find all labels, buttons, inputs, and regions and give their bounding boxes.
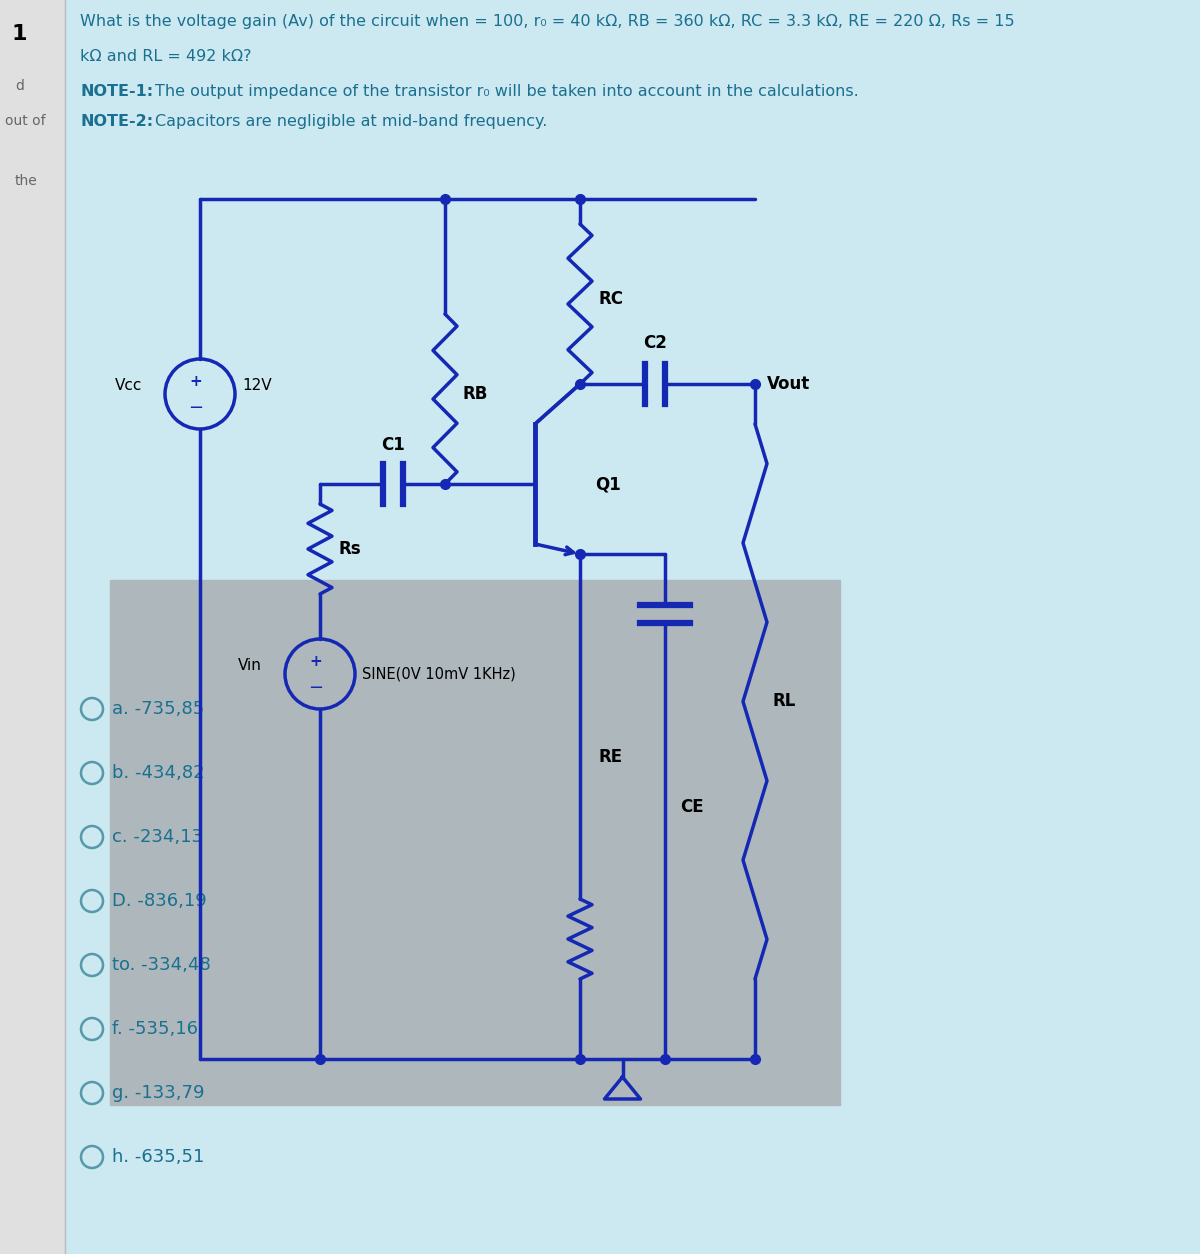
Text: Vout: Vout — [767, 375, 810, 393]
Text: 12V: 12V — [242, 379, 271, 394]
Text: c. -234,13: c. -234,13 — [112, 828, 203, 846]
Text: The output impedance of the transistor r₀ will be taken into account in the calc: The output impedance of the transistor r… — [155, 84, 859, 99]
Text: b. -434,82: b. -434,82 — [112, 764, 205, 782]
Text: g. -133,79: g. -133,79 — [112, 1083, 204, 1102]
Text: CE: CE — [680, 798, 703, 815]
Text: D. -836,19: D. -836,19 — [112, 892, 206, 910]
Text: Capacitors are negligible at mid-band frequency.: Capacitors are negligible at mid-band fr… — [155, 114, 547, 129]
Text: NOTE-1:: NOTE-1: — [80, 84, 154, 99]
Text: RC: RC — [598, 290, 623, 308]
Text: RB: RB — [463, 385, 488, 403]
Text: RL: RL — [773, 692, 797, 711]
Text: Vin: Vin — [238, 658, 262, 673]
Text: +: + — [310, 655, 323, 670]
Text: −: − — [188, 399, 204, 418]
Text: SINE(0V 10mV 1KHz): SINE(0V 10mV 1KHz) — [362, 666, 516, 681]
Text: −: − — [308, 678, 324, 697]
Text: Vcc: Vcc — [115, 379, 142, 394]
Text: the: the — [14, 174, 37, 188]
Text: f. -535,16: f. -535,16 — [112, 1020, 198, 1038]
Text: Q1: Q1 — [595, 475, 620, 493]
Text: C2: C2 — [643, 334, 667, 352]
Text: to. -334,48: to. -334,48 — [112, 956, 211, 974]
Text: NOTE-2:: NOTE-2: — [80, 114, 154, 129]
Text: RE: RE — [598, 747, 622, 765]
Text: a. -735,85: a. -735,85 — [112, 700, 204, 719]
Bar — [0, 0, 65, 1254]
Text: +: + — [190, 375, 203, 390]
Text: C1: C1 — [380, 436, 404, 454]
Text: 1: 1 — [12, 24, 28, 44]
Text: kΩ and RL = 492 kΩ?: kΩ and RL = 492 kΩ? — [80, 49, 252, 64]
Bar — [110, 581, 840, 1105]
Text: out of: out of — [5, 114, 46, 128]
Text: Rs: Rs — [338, 540, 361, 558]
Text: h. -635,51: h. -635,51 — [112, 1147, 204, 1166]
Text: d: d — [14, 79, 24, 93]
Text: What is the voltage gain (Av) of the circuit when = 100, r₀ = 40 kΩ, RB = 360 kΩ: What is the voltage gain (Av) of the cir… — [80, 14, 1015, 29]
